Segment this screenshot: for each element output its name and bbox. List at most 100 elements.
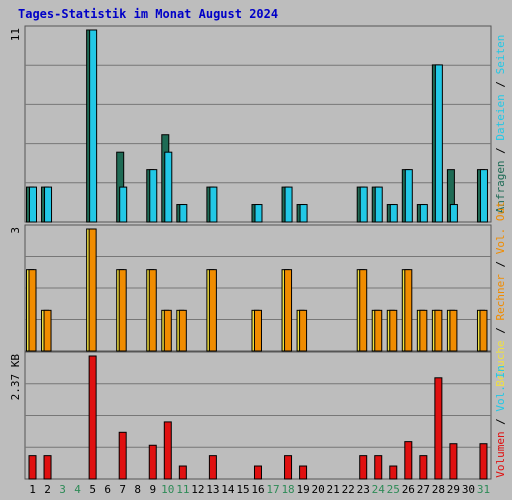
bar-dateien: [449, 204, 458, 223]
x-tick-label: 14: [221, 483, 235, 496]
bar-dateien: [479, 169, 488, 223]
bar-rechner: [148, 269, 157, 352]
bar-rechner: [389, 309, 398, 352]
bar-dateien: [254, 204, 263, 223]
x-tick-label: 9: [149, 483, 156, 496]
y-max-label: 2.37 KB: [9, 354, 22, 401]
bar-rechner: [419, 309, 428, 352]
x-tick-label: 17: [266, 483, 279, 496]
x-tick-label: 16: [251, 483, 264, 496]
legend-entry: Seiten: [494, 35, 507, 75]
bar-volumen: [374, 455, 383, 480]
x-tick-label: 6: [104, 483, 111, 496]
bar-volumen: [163, 421, 172, 480]
bar-volumen: [479, 443, 488, 480]
bar-dateien: [404, 169, 413, 223]
y-max-label: 3: [9, 227, 22, 234]
x-tick-label: 27: [417, 483, 430, 496]
bar-dateien: [374, 186, 383, 223]
bar-rechner: [299, 309, 308, 352]
bar-volumen: [434, 377, 443, 480]
x-tick-label: 3: [59, 483, 66, 496]
bar-dateien: [419, 204, 428, 223]
bar-rechner: [28, 269, 37, 352]
bar-rechner: [374, 309, 383, 352]
bar-dateien: [179, 204, 188, 223]
x-tick-label: 2: [44, 483, 51, 496]
x-tick-label: 26: [402, 483, 415, 496]
legend: Besuche / Rechner / Vol. Out: [494, 201, 507, 386]
bar-volumen: [389, 465, 398, 480]
x-axis-day-labels: 1 2 3 4 5 6 7 8 9 10 11 12 13 14 15 16 17 18 19 20 21 22 23 24 2…: [29, 483, 490, 496]
x-tick-label: 30: [462, 483, 475, 496]
bar-rechner: [359, 269, 368, 352]
legend-separator: /: [494, 74, 507, 94]
x-tick-label: 7: [119, 483, 126, 496]
bar-rechner: [434, 309, 443, 352]
x-tick-label: 20: [312, 483, 325, 496]
bar-dateien: [44, 186, 53, 223]
legend-entry: Besuche: [494, 340, 507, 386]
bar-volumen: [28, 455, 37, 480]
bar-volumen: [299, 465, 308, 480]
bar-volumen: [208, 455, 217, 480]
bar-dateien: [299, 204, 308, 223]
bar-dateien: [209, 186, 218, 223]
legend-separator: /: [494, 141, 507, 161]
bar-rechner: [178, 309, 187, 352]
legend-entry: Rechner: [494, 274, 507, 321]
bar-rechner: [449, 309, 458, 352]
legend-entry: Dateien: [494, 94, 507, 140]
x-tick-label: 19: [296, 483, 309, 496]
x-tick-label: 10: [161, 483, 174, 496]
x-tick-label: 21: [327, 483, 340, 496]
legend: Anfragen / Dateien / Seiten: [494, 35, 507, 214]
bar-rechner: [253, 309, 262, 352]
x-tick-label: 23: [357, 483, 370, 496]
x-tick-label: 24: [372, 483, 386, 496]
bar-volumen: [284, 455, 293, 480]
x-tick-label: 25: [387, 483, 400, 496]
bar-rechner: [479, 309, 488, 352]
bar-rechner: [88, 228, 97, 352]
legend-entry: Volumen: [494, 431, 507, 477]
x-tick-label: 13: [206, 483, 219, 496]
bar-volumen: [178, 465, 187, 480]
bar-volumen: [148, 444, 157, 480]
x-tick-label: 28: [432, 483, 445, 496]
x-tick-label: 18: [281, 483, 294, 496]
bar-dateien: [434, 64, 443, 223]
bar-rechner: [43, 309, 52, 352]
y-max-label: 11: [9, 28, 22, 41]
legend-separator: /: [494, 320, 507, 340]
bar-dateien: [119, 186, 128, 223]
bar-volumen: [359, 455, 368, 480]
legend-separator: /: [494, 254, 507, 274]
bar-volumen: [118, 431, 127, 480]
bar-dateien: [149, 169, 158, 223]
bar-volumen: [88, 355, 97, 480]
bar-dateien: [29, 186, 37, 223]
bar-dateien: [164, 151, 173, 223]
chart-bars: [26, 29, 488, 480]
x-tick-label: 12: [191, 483, 204, 496]
x-tick-label: 31: [477, 483, 490, 496]
bar-dateien: [389, 204, 398, 223]
bar-rechner: [208, 269, 217, 352]
x-tick-label: 5: [89, 483, 96, 496]
bar-dateien: [89, 29, 98, 223]
bar-rechner: [118, 269, 127, 352]
legend-entry: Vol. In: [494, 365, 507, 411]
x-tick-label: 15: [236, 483, 249, 496]
x-tick-label: 8: [134, 483, 141, 496]
x-tick-label: 1: [29, 483, 36, 496]
chart-title: Tages-Statistik im Monat August 2024: [18, 7, 278, 21]
legend-entry: Anfragen: [494, 160, 507, 213]
bar-rechner: [404, 269, 413, 352]
bar-volumen: [404, 441, 413, 480]
x-tick-label: 11: [176, 483, 189, 496]
legend: Volumen / Vol. In: [494, 365, 507, 478]
